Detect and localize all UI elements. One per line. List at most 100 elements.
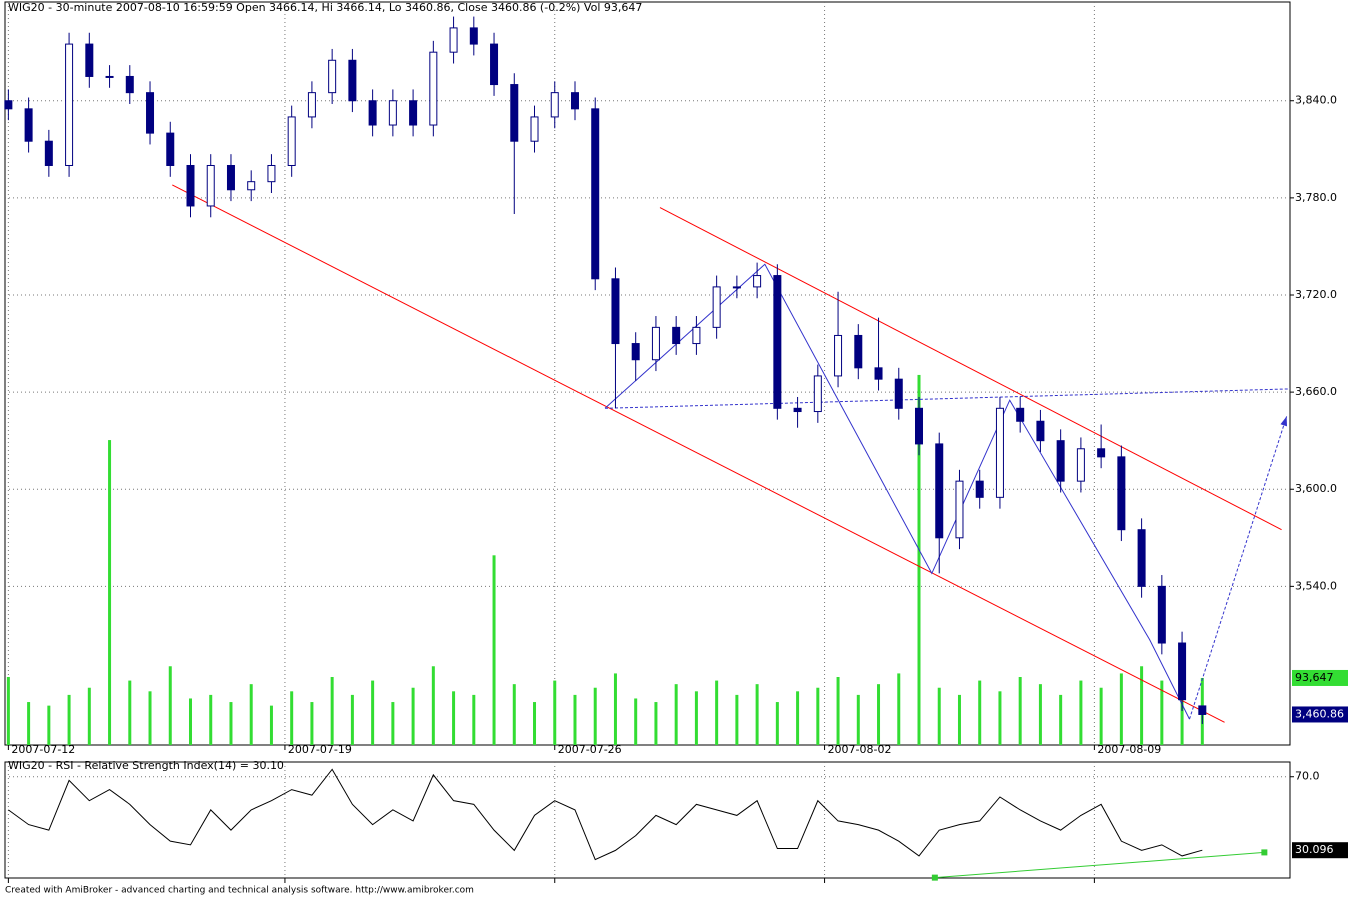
last-value-label: 3,460.86 <box>1295 707 1344 720</box>
volume-bar <box>533 702 537 745</box>
candle-body <box>591 108 600 280</box>
volume-bar <box>391 702 395 745</box>
candle-body <box>247 181 256 191</box>
candle-body <box>4 100 13 110</box>
candle-body <box>85 43 94 77</box>
x-tick-label: 2007-08-02 <box>828 743 892 756</box>
volume-bar <box>593 687 597 745</box>
volume-bar <box>1079 680 1083 745</box>
volume-bar <box>209 694 213 745</box>
candle-body <box>469 27 478 45</box>
volume-bar <box>775 702 779 745</box>
volume-bar <box>1160 680 1164 745</box>
candle-body <box>1137 529 1146 587</box>
trend-line <box>934 851 1265 879</box>
candle-body <box>348 59 357 102</box>
candle-body <box>672 326 681 345</box>
candle-body <box>834 334 843 377</box>
volume-bar <box>290 691 294 745</box>
y-tick-label: 70.0 <box>1295 770 1320 783</box>
candle-body <box>449 27 458 53</box>
volume-bar <box>755 684 759 745</box>
candle-body <box>1117 456 1126 531</box>
trend-line <box>172 184 1225 723</box>
volume-bar <box>998 691 1002 745</box>
volume-bar <box>269 705 273 745</box>
footer: Created with AmiBroker - advanced charti… <box>5 886 474 896</box>
y-tick-label: 3,720.0 <box>1295 288 1337 301</box>
volume-bar <box>1099 687 1103 745</box>
candle-body <box>1016 407 1025 422</box>
candle-body <box>267 164 276 183</box>
candle-body <box>611 278 620 345</box>
candle-body <box>1056 440 1065 482</box>
trend-line <box>659 207 1282 531</box>
candle-body <box>409 100 418 126</box>
candle-body <box>1157 585 1166 644</box>
candle-body <box>570 92 579 110</box>
volume-bar <box>957 694 961 745</box>
volume-bar <box>229 702 233 745</box>
candle-body <box>65 43 74 166</box>
volume-bar <box>1180 694 1184 745</box>
volume-bar <box>492 555 496 745</box>
volume-bar <box>573 694 577 745</box>
candle-body <box>206 164 215 207</box>
candle-body <box>1036 420 1045 442</box>
volume-bar <box>1059 694 1063 745</box>
candle-body <box>44 140 53 166</box>
candle-body <box>287 116 296 166</box>
candle-body <box>651 326 660 361</box>
candle-body <box>773 275 782 409</box>
volume-bar <box>856 694 860 745</box>
x-tick-label: 2007-07-12 <box>11 743 75 756</box>
chart-title: WIG20 - 30-minute 2007-08-10 16:59:59 Op… <box>8 1 642 14</box>
candle-body <box>166 132 175 166</box>
candle-body <box>530 116 539 142</box>
trend-marker <box>931 874 938 881</box>
volume-bar <box>310 702 314 745</box>
volume-bar <box>674 684 678 745</box>
candle-body <box>975 480 984 498</box>
y-tick-label: 3,660.0 <box>1295 385 1337 398</box>
y-tick-label: 3,540.0 <box>1295 579 1337 592</box>
candle-body <box>712 286 721 328</box>
volume-bar <box>350 694 354 745</box>
last-value-box <box>1292 669 1348 686</box>
volume-bar <box>1140 666 1144 745</box>
last-value-box <box>1292 706 1348 723</box>
candle-body <box>125 75 134 94</box>
candle-body <box>955 480 964 539</box>
volume-bar <box>836 676 840 745</box>
volume-bar <box>816 687 820 745</box>
x-tick-label: 2007-07-19 <box>288 743 352 756</box>
volume-bar <box>168 666 172 745</box>
y-tick-label: 3,780.0 <box>1295 191 1337 204</box>
volume-bar <box>937 687 941 745</box>
candle-body <box>753 275 762 288</box>
candle-body <box>894 378 903 409</box>
candle-body <box>429 51 438 126</box>
volume-bar <box>553 680 557 745</box>
volume-bar <box>431 666 435 745</box>
candle-body <box>1076 448 1085 482</box>
volume-bar <box>148 691 152 745</box>
trend-line <box>1189 416 1288 720</box>
candle-body <box>692 326 701 345</box>
candle-body <box>388 100 397 126</box>
volume-bar <box>715 680 719 745</box>
volume-bar <box>371 680 375 745</box>
volume-bar <box>796 691 800 745</box>
volume-bar <box>917 374 921 745</box>
volume-bar <box>452 691 456 745</box>
candle-body <box>146 92 155 134</box>
candle-body <box>490 43 499 86</box>
candle-body <box>995 407 1004 498</box>
candle-body <box>935 443 944 539</box>
candle-body <box>915 407 924 445</box>
rsi-panel <box>4 761 1291 879</box>
candle-body <box>550 92 559 118</box>
volume-bar <box>27 702 31 745</box>
volume-bar <box>877 684 881 745</box>
volume-bar <box>87 687 91 745</box>
